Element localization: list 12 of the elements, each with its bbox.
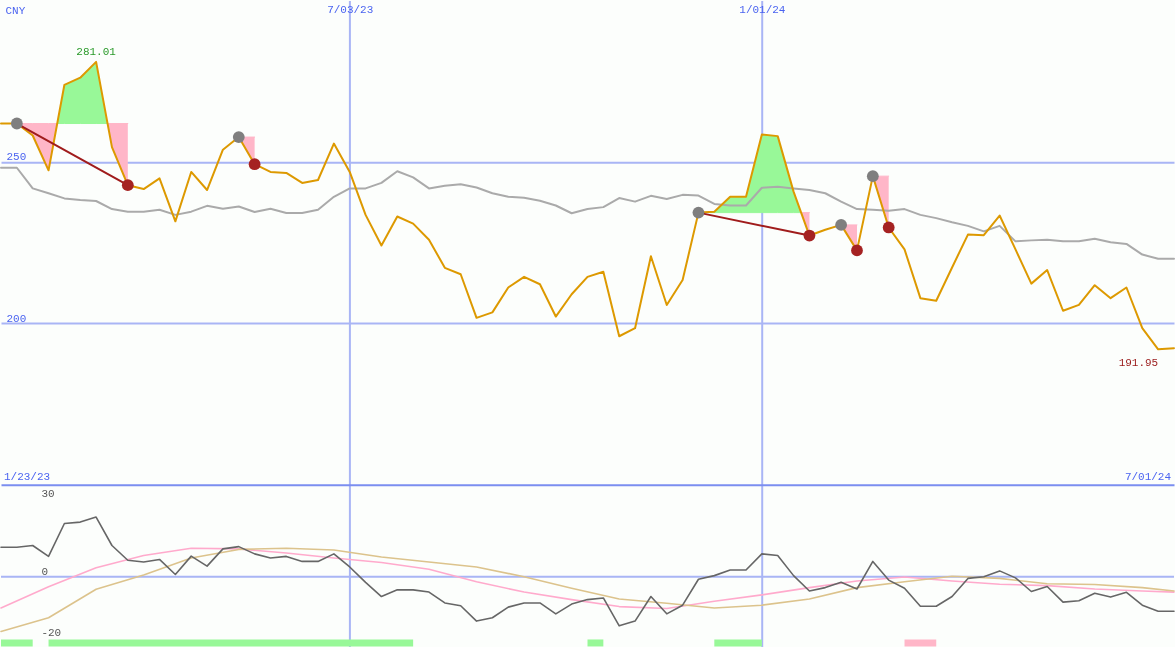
x-tick-label: 1/01/24 — [739, 4, 786, 17]
y-tick-label: 200 — [6, 312, 27, 325]
annotation: 281.01 — [76, 45, 117, 58]
annotation: 1/23/23 — [3, 470, 51, 483]
y-axis-title: CNY — [5, 5, 26, 18]
y-tick-label: 250 — [6, 151, 27, 164]
y-tick-label: 30 — [41, 487, 55, 500]
y-tick-label: 0 — [41, 566, 49, 579]
annotation: 7/01/24 — [1124, 470, 1172, 483]
x-tick-label: 7/03/23 — [327, 4, 374, 17]
y-tick-label: -20 — [41, 627, 62, 639]
annotation: 191.95 — [1118, 357, 1159, 370]
